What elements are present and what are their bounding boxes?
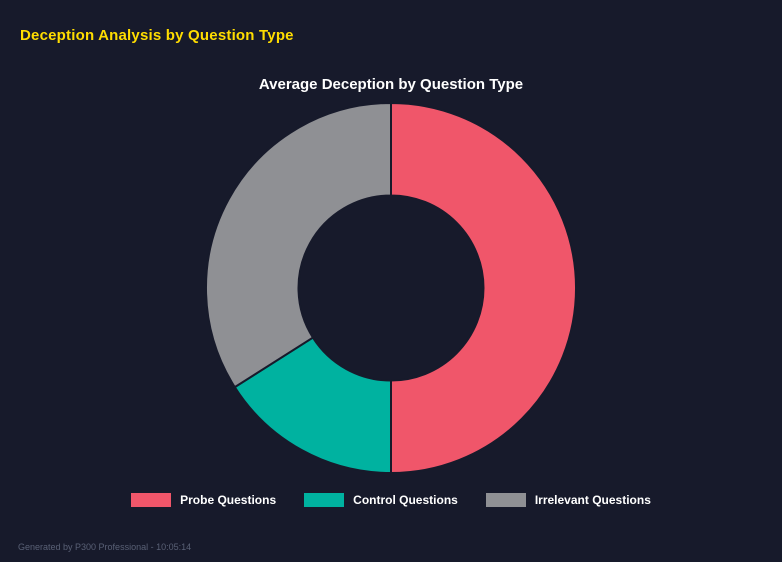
page-title: Deception Analysis by Question Type bbox=[20, 27, 294, 44]
donut-segment-0[interactable] bbox=[390, 101, 578, 475]
legend-swatch bbox=[304, 493, 345, 507]
legend-item-probe-questions[interactable]: Probe Questions bbox=[131, 493, 276, 507]
legend-swatch bbox=[131, 493, 172, 507]
legend-label: Irrelevant Questions bbox=[534, 493, 651, 507]
donut-chart[interactable] bbox=[202, 99, 580, 477]
legend-label: Probe Questions bbox=[180, 493, 277, 507]
footer-text: Generated by P300 Professional - 10:05:1… bbox=[18, 542, 192, 552]
donut-segment-1[interactable] bbox=[233, 336, 392, 475]
legend-item-control-questions[interactable]: Control Questions bbox=[304, 493, 458, 507]
legend-item-irrelevant-questions[interactable]: Irrelevant Questions bbox=[485, 493, 651, 507]
chart-container: Average Deception by Question Type Probe… bbox=[0, 70, 782, 507]
legend-swatch bbox=[485, 493, 526, 507]
chart-title: Average Deception by Question Type bbox=[258, 76, 524, 93]
donut-segment-2[interactable] bbox=[205, 101, 392, 389]
legend-label: Control Questions bbox=[353, 493, 458, 507]
chart-legend: Probe Questions Control Questions Irrele… bbox=[131, 493, 651, 507]
